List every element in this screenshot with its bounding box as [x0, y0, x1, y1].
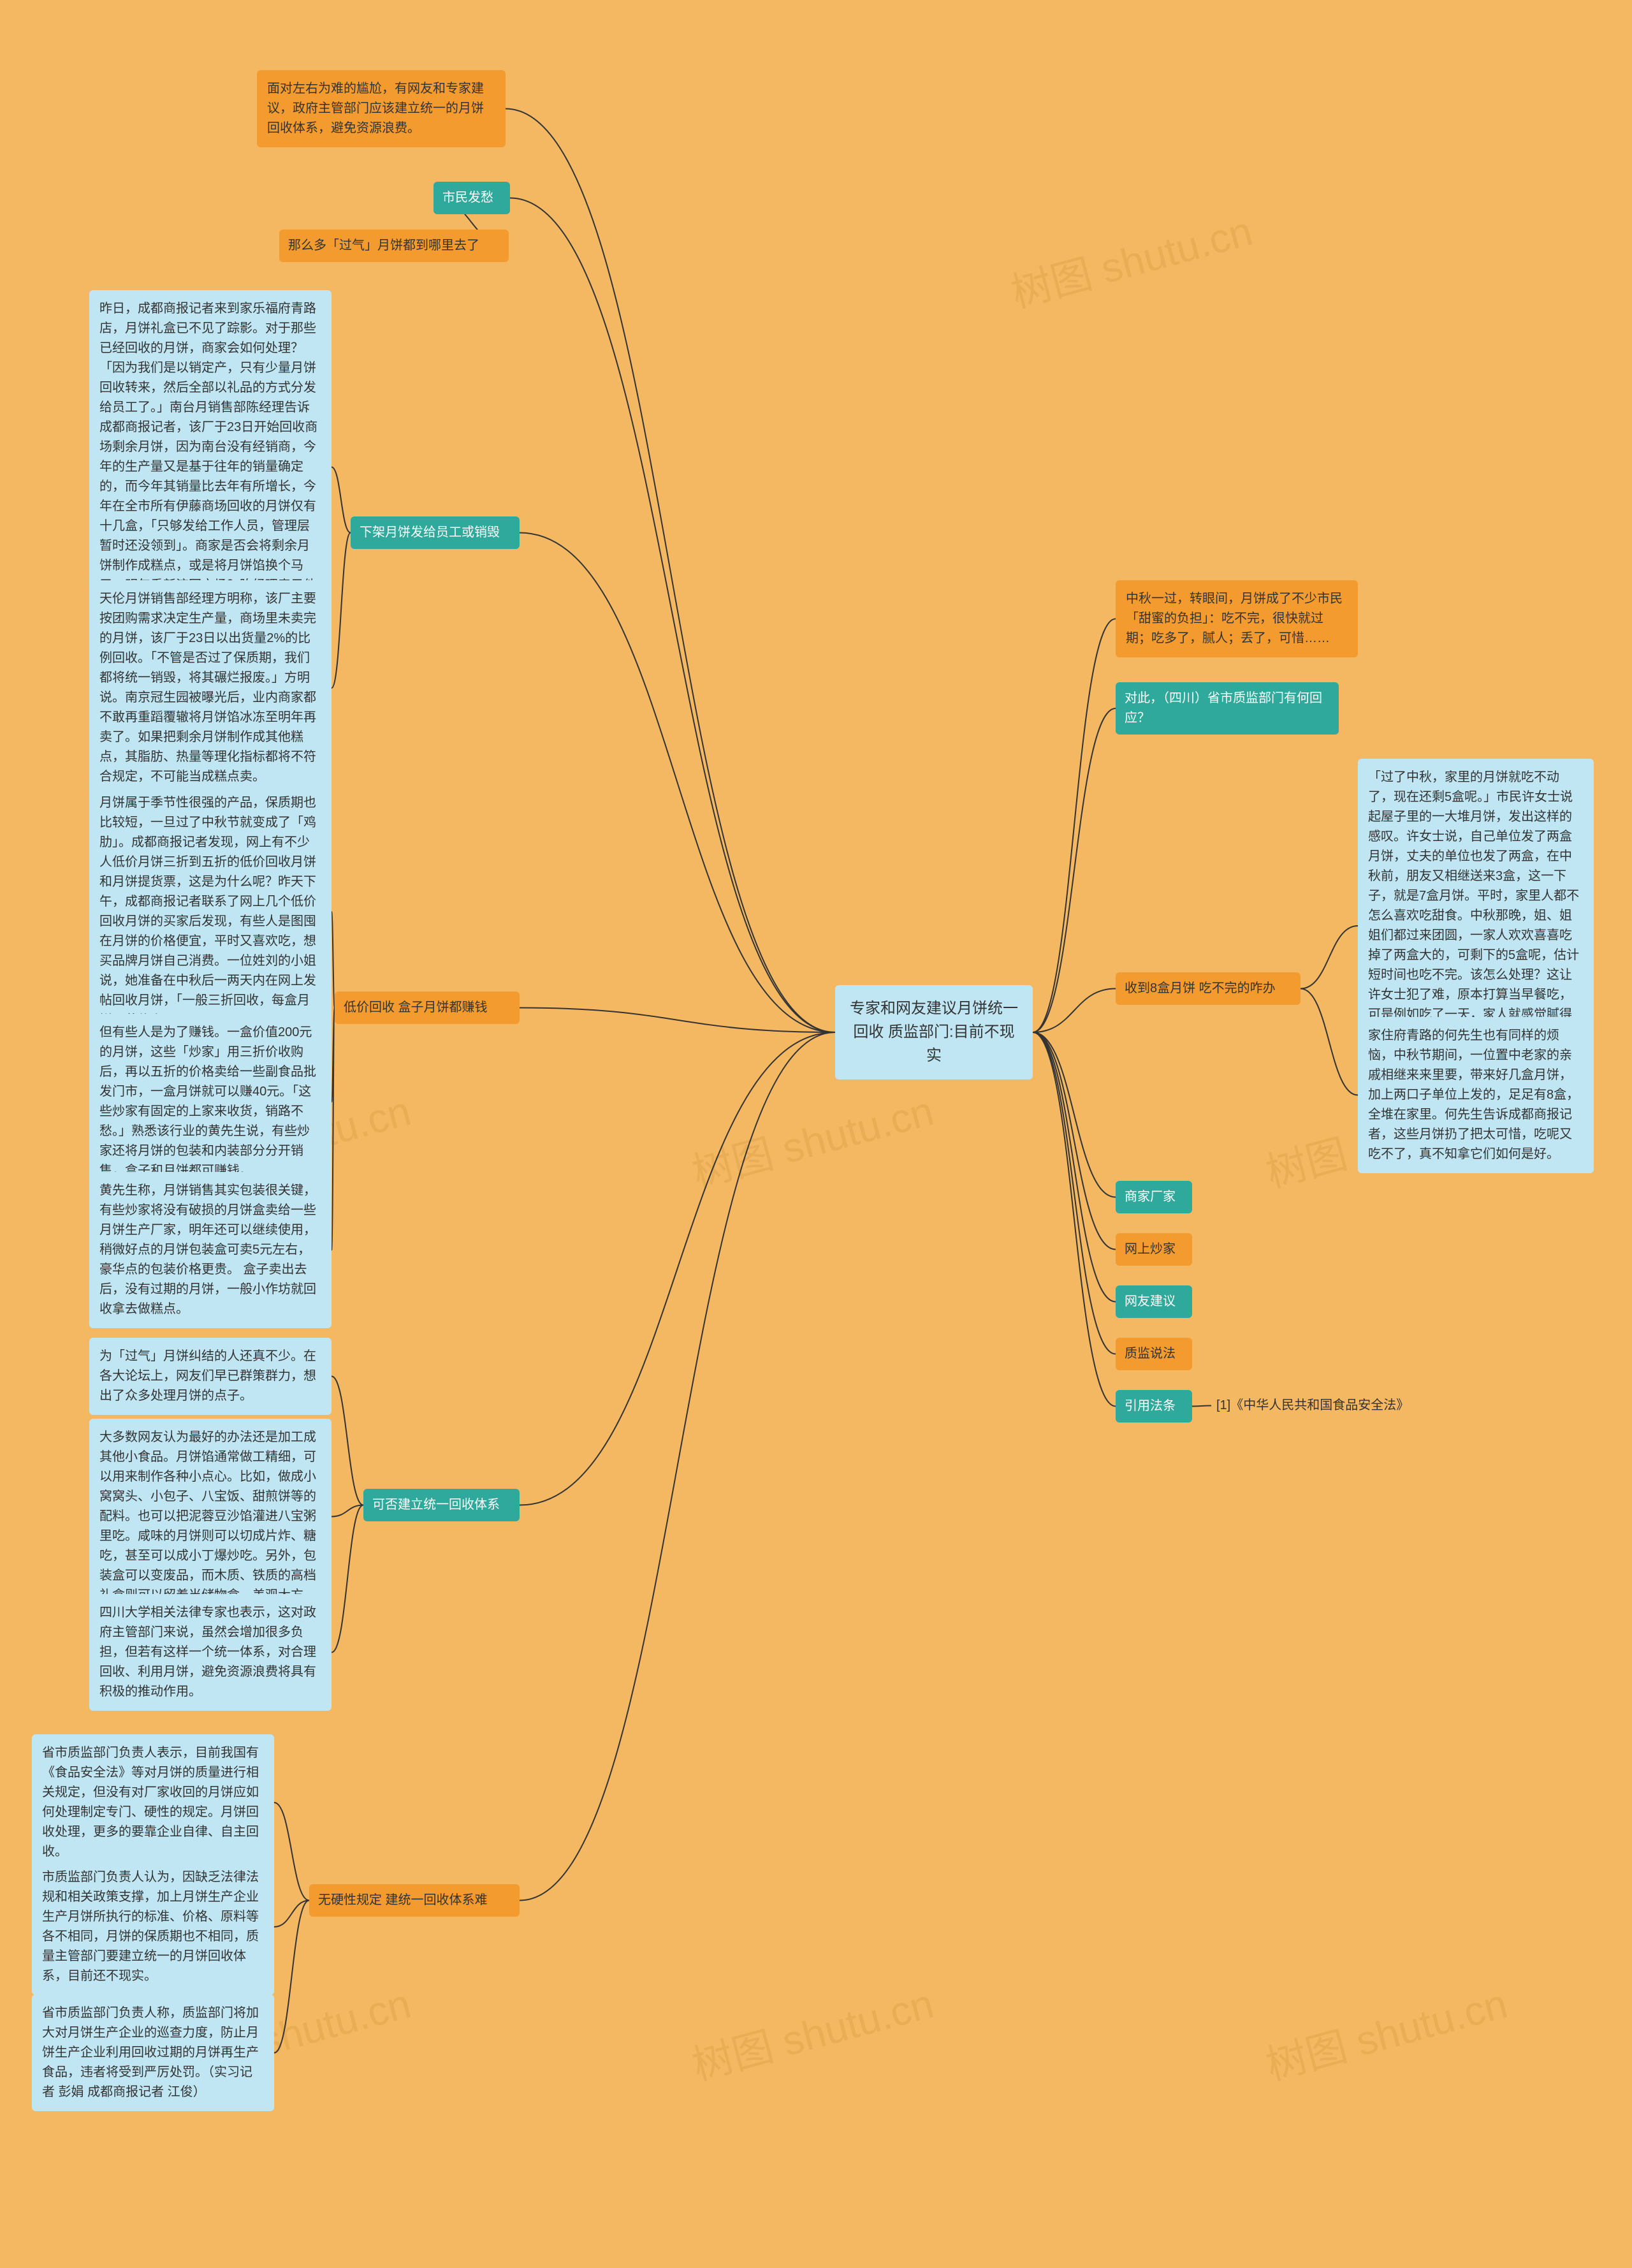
connector: [332, 1505, 363, 1517]
connector: [1033, 619, 1116, 1033]
connector: [332, 533, 351, 689]
connector: [332, 1505, 363, 1653]
mindmap-node-l5c[interactable]: 省市质监部门负责人称，质监部门将加大对月饼生产企业的巡查力度，防止月饼生产企业利…: [32, 1994, 274, 2111]
connector: [332, 467, 351, 533]
mindmap-node-l3c[interactable]: 黄先生称，月饼销售其实包装很关键，有些炒家将没有破损的月饼盒卖给一些月饼生产厂家…: [89, 1172, 332, 1328]
connector: [1033, 1032, 1116, 1302]
watermark: 树图 shutu.cn: [1259, 1971, 1513, 2091]
connector: [510, 198, 835, 1033]
watermark: 树图 shutu.cn: [685, 1971, 939, 2091]
mindmap-node-r5[interactable]: 网上炒家: [1116, 1233, 1192, 1266]
mindmap-node-l4[interactable]: 可否建立统一回收体系: [363, 1489, 520, 1521]
mindmap-node-r3[interactable]: 收到8盒月饼 吃不完的咋办: [1116, 972, 1300, 1005]
mindmap-node-l5b[interactable]: 市质监部门负责人认为，因缺乏法律法规和相关政策支撑，加上月饼生产企业生产月饼所执…: [32, 1859, 274, 1995]
connector: [332, 1008, 335, 1102]
connector: [1300, 926, 1358, 989]
connector: [274, 1901, 309, 2053]
watermark: 树图 shutu.cn: [1004, 198, 1258, 319]
mindmap-node-r1[interactable]: 中秋一过，转眼间，月饼成了不少市民「甜蜜的负担」：吃不完，很快就过期；吃多了，腻…: [1116, 580, 1358, 657]
connector: [332, 1377, 363, 1505]
mindmap-node-l1a[interactable]: 那么多「过气」月饼都到哪里去了: [279, 230, 509, 262]
mindmap-node-r4[interactable]: 商家厂家: [1116, 1181, 1192, 1213]
mindmap-node-l3b[interactable]: 但有些人是为了赚钱。一盒价值200元的月饼，这些「炒家」用三折价收购后，再以五折…: [89, 1014, 332, 1190]
mindmap-node-l2b[interactable]: 天伦月饼销售部经理方明称，该厂主要按团购需求决定生产量，商场里未卖完的月饼，该厂…: [89, 580, 332, 796]
connector: [1033, 1032, 1116, 1354]
connector: [332, 1008, 335, 1250]
mindmap-node-root[interactable]: 专家和网友建议月饼统一回收 质监部门:目前不现实: [835, 985, 1033, 1079]
watermark: 树图 shutu.cn: [685, 1078, 939, 1199]
mindmap-node-l2[interactable]: 下架月饼发给员工或销毁: [351, 516, 520, 549]
mindmap-node-l5a[interactable]: 省市质监部门负责人表示，目前我国有《食品安全法》等对月饼的质量进行相关规定，但没…: [32, 1734, 274, 1871]
mindmap-node-r7[interactable]: 质监说法: [1116, 1338, 1192, 1370]
connector: [506, 109, 835, 1033]
mindmap-node-l4b[interactable]: 大多数网友认为最好的办法还是加工成其他小食品。月饼馅通常做工精细，可以用来制作各…: [89, 1419, 332, 1614]
mindmap-node-r2[interactable]: 对此，（四川）省市质监部门有何回应？: [1116, 682, 1339, 735]
mindmap-node-r6[interactable]: 网友建议: [1116, 1285, 1192, 1318]
mindmap-node-r8[interactable]: 引用法条: [1116, 1390, 1192, 1423]
connector: [520, 1032, 835, 1505]
connector: [1033, 708, 1116, 1032]
connector: [274, 1901, 309, 1928]
connector: [1033, 1032, 1116, 1197]
mindmap-node-l4a[interactable]: 为「过气」月饼纠结的人还真不少。在各大论坛上，网友们早已群策群力，想出了众多处理…: [89, 1338, 332, 1415]
connector: [1033, 1032, 1116, 1250]
connector: [274, 1803, 309, 1901]
mindmap-node-r3b[interactable]: 家住府青路的何先生也有同样的烦恼，中秋节期间，一位置中老家的亲戚相继来来里要，带…: [1358, 1017, 1594, 1173]
mindmap-node-l0top[interactable]: 面对左右为难的尴尬，有网友和专家建议，政府主管部门应该建立统一的月饼回收体系，避…: [257, 70, 506, 147]
mindmap-node-r8a[interactable]: [1]《中华人民共和国食品安全法》: [1211, 1392, 1434, 1419]
connector: [520, 1008, 835, 1033]
mindmap-node-l3a[interactable]: 月饼属于季节性很强的产品，保质期也比较短，一旦过了中秋节就变成了「鸡肋」。成都商…: [89, 784, 332, 1039]
connector: [1033, 989, 1116, 1033]
connector: [520, 533, 835, 1033]
connector: [1192, 1406, 1211, 1407]
connector: [520, 1032, 835, 1901]
mindmap-node-l4c[interactable]: 四川大学相关法律专家也表示，这对政府主管部门来说，虽然会增加很多负担，但若有这样…: [89, 1594, 332, 1711]
connector: [1033, 1032, 1116, 1407]
connector: [332, 912, 335, 1008]
mindmap-node-l3[interactable]: 低价回收 盒子月饼都赚钱: [335, 991, 520, 1024]
mindmap-node-l5[interactable]: 无硬性规定 建统一回收体系难: [309, 1884, 520, 1917]
mindmap-node-l1[interactable]: 市民发愁: [433, 182, 510, 214]
connector: [1300, 989, 1358, 1095]
